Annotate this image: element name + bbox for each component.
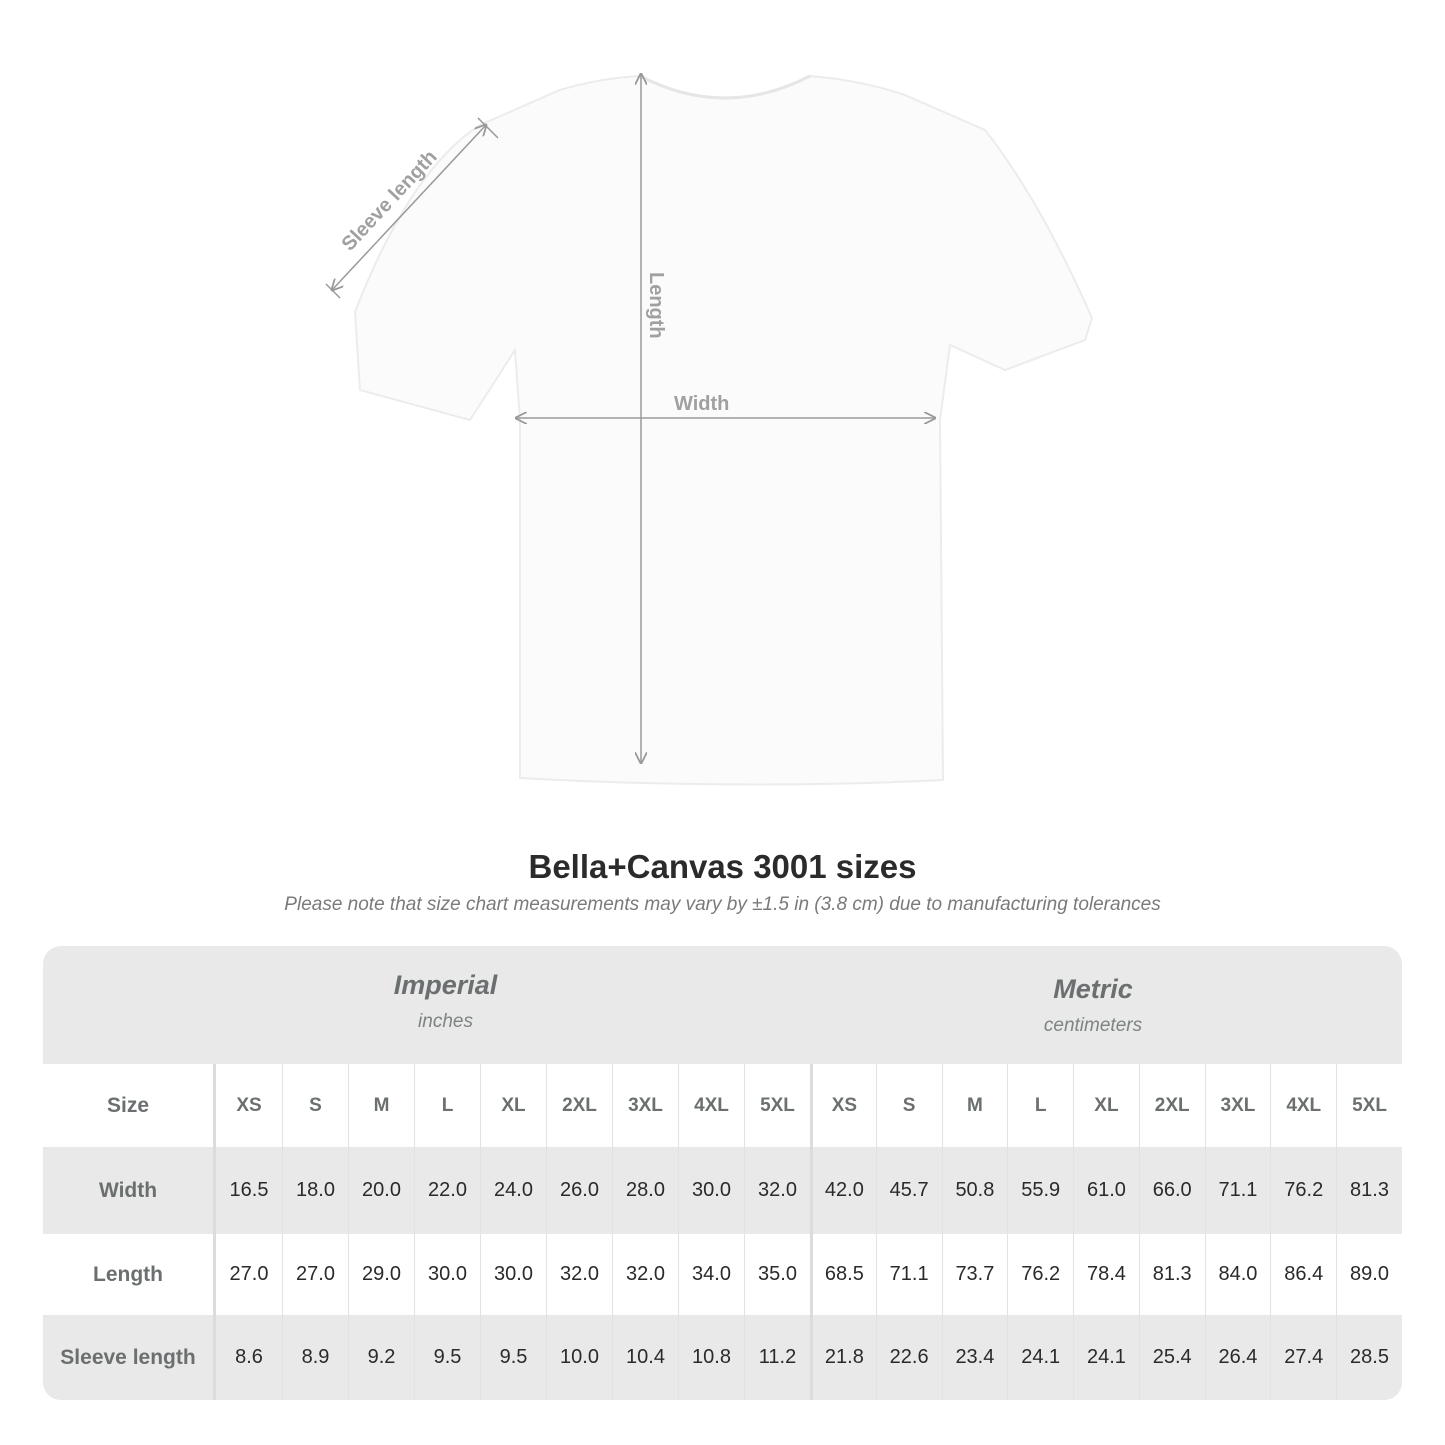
value-cell-metric: 78.4 xyxy=(1073,1234,1139,1315)
row-label: Size xyxy=(43,1064,216,1147)
value-cell-imperial: 8.6 xyxy=(235,1346,263,1368)
value-cell-metric: 27.4 xyxy=(1270,1315,1336,1400)
table-row: Width 16.5 18.0 20.0 22.0 24.0 26.0 28.0 30.0 32.… xyxy=(43,1147,1402,1234)
value-cell-metric: 24.1 xyxy=(1073,1315,1139,1400)
value-cell-metric: 71.1 xyxy=(875,1234,942,1315)
value-cell-imperial: 27.0 xyxy=(229,1263,269,1285)
imperial-title: Imperial xyxy=(393,970,498,1000)
size-header-imperial: S xyxy=(282,1064,348,1147)
value-cell-metric: 23.4 xyxy=(941,1315,1008,1400)
value-cell-metric: 21.8 xyxy=(810,1315,876,1400)
metric-header: Metric centimeters xyxy=(810,974,1376,1092)
value-cell-imperial: 9.5 xyxy=(414,1315,480,1400)
value-cell-metric: 71.1 xyxy=(1204,1147,1271,1234)
value-cell-metric: 42.0 xyxy=(810,1147,876,1234)
size-header-imperial: XS xyxy=(236,1094,262,1116)
table-row: Length 27.0 27.0 29.0 30.0 30.0 32.0 32.0 34.0 35… xyxy=(43,1234,1402,1315)
size-header-imperial: L xyxy=(414,1064,480,1147)
value-cell-imperial: 35.0 xyxy=(744,1234,810,1315)
size-header-metric: 2XL xyxy=(1138,1064,1205,1147)
value-cell-imperial: 29.0 xyxy=(348,1234,414,1315)
value-cell-metric: 50.8 xyxy=(941,1147,1008,1234)
value-cell-imperial: 10.8 xyxy=(678,1315,744,1400)
value-cell-imperial: 26.0 xyxy=(546,1147,612,1234)
value-cell-imperial: 32.0 xyxy=(546,1234,612,1315)
value-cell-imperial: 20.0 xyxy=(348,1147,414,1234)
value-cell-metric: 45.7 xyxy=(875,1147,942,1234)
value-cell-metric: 81.3 xyxy=(1336,1147,1402,1234)
value-cell-metric: 55.9 xyxy=(1007,1147,1073,1234)
size-header-imperial: 5XL xyxy=(744,1064,810,1147)
value-cell-imperial: 11.2 xyxy=(744,1315,810,1400)
width-label: Width xyxy=(674,393,729,415)
page-title: Bella+Canvas 3001 sizes xyxy=(528,848,917,885)
value-cell-imperial: 34.0 xyxy=(678,1234,744,1315)
value-cell-imperial: 24.0 xyxy=(480,1147,546,1234)
size-header-metric: 4XL xyxy=(1270,1064,1336,1147)
size-header-metric: 3XL xyxy=(1204,1064,1271,1147)
size-header-metric: M xyxy=(941,1064,1008,1147)
imperial-header: Imperial inches xyxy=(216,970,675,1088)
value-cell-metric: 61.0 xyxy=(1073,1147,1139,1234)
tshirt-shape xyxy=(353,74,1094,786)
value-cell-imperial: 10.4 xyxy=(612,1315,678,1400)
length-label: Length xyxy=(645,272,667,339)
size-header-metric: L xyxy=(1007,1064,1073,1147)
size-header-row: Size XS S M L XL 2XL 3XL 4XL 5XL XS S M L XL 2XL 3XL 4XL 5… xyxy=(43,1064,1402,1147)
value-cell-metric: 86.4 xyxy=(1270,1234,1336,1315)
tshirt-diagram: Sleeve length Length Width xyxy=(325,0,1094,786)
value-cell-metric: 66.0 xyxy=(1138,1147,1205,1234)
value-cell-imperial: 32.0 xyxy=(612,1234,678,1315)
value-cell-imperial: 8.9 xyxy=(282,1315,348,1400)
value-cell-imperial: 30.0 xyxy=(414,1234,480,1315)
row-label: Sleeve length xyxy=(43,1315,216,1400)
value-cell-metric: 81.3 xyxy=(1138,1234,1205,1315)
value-cell-metric: 26.4 xyxy=(1204,1315,1271,1400)
value-cell-metric: 84.0 xyxy=(1204,1234,1271,1315)
value-cell-imperial: 22.0 xyxy=(414,1147,480,1234)
value-cell-imperial: 30.0 xyxy=(678,1147,744,1234)
value-cell-metric: 76.2 xyxy=(1270,1147,1336,1234)
imperial-unit: inches xyxy=(418,1011,473,1032)
size-table: Imperial inches Metric centimeters Size X… xyxy=(43,946,1402,1400)
size-header-imperial: XL xyxy=(480,1064,546,1147)
value-cell-imperial: 28.0 xyxy=(612,1147,678,1234)
table-row: Sleeve length 8.6 8.9 9.2 9.5 9.5 10.0 10.4 10.8… xyxy=(43,1315,1402,1400)
size-header-imperial: 2XL xyxy=(546,1064,612,1147)
size-header-metric: 5XL xyxy=(1336,1064,1402,1147)
value-cell-metric: 76.2 xyxy=(1007,1234,1073,1315)
value-cell-imperial: 18.0 xyxy=(282,1147,348,1234)
value-cell-imperial: 27.0 xyxy=(282,1234,348,1315)
value-cell-imperial: 16.5 xyxy=(229,1179,269,1201)
value-cell-metric: 28.5 xyxy=(1336,1315,1402,1400)
value-cell-imperial: 32.0 xyxy=(744,1147,810,1234)
value-cell-imperial: 10.0 xyxy=(546,1315,612,1400)
value-cell-imperial: 9.5 xyxy=(480,1315,546,1400)
row-label: Length xyxy=(43,1234,216,1315)
value-cell-metric: 25.4 xyxy=(1138,1315,1205,1400)
sleeve-length-arrow xyxy=(332,125,486,290)
size-header-metric: XS xyxy=(810,1064,876,1147)
size-header-metric: XL xyxy=(1073,1064,1139,1147)
value-cell-metric: 89.0 xyxy=(1336,1234,1402,1315)
value-cell-metric: 22.6 xyxy=(875,1315,942,1400)
size-header-metric: S xyxy=(875,1064,942,1147)
value-cell-metric: 24.1 xyxy=(1007,1315,1073,1400)
row-label: Width xyxy=(43,1147,216,1234)
metric-unit: centimeters xyxy=(1043,1015,1143,1036)
value-cell-metric: 73.7 xyxy=(941,1234,1008,1315)
value-cell-metric: 68.5 xyxy=(810,1234,876,1315)
tolerance-note: Please note that size chart measurements… xyxy=(284,894,1161,915)
metric-title: Metric xyxy=(1053,974,1133,1004)
value-cell-imperial: 30.0 xyxy=(480,1234,546,1315)
size-header-imperial: 4XL xyxy=(678,1064,744,1147)
value-cell-imperial: 9.2 xyxy=(348,1315,414,1400)
size-header-imperial: M xyxy=(348,1064,414,1147)
size-header-imperial: 3XL xyxy=(612,1064,678,1147)
